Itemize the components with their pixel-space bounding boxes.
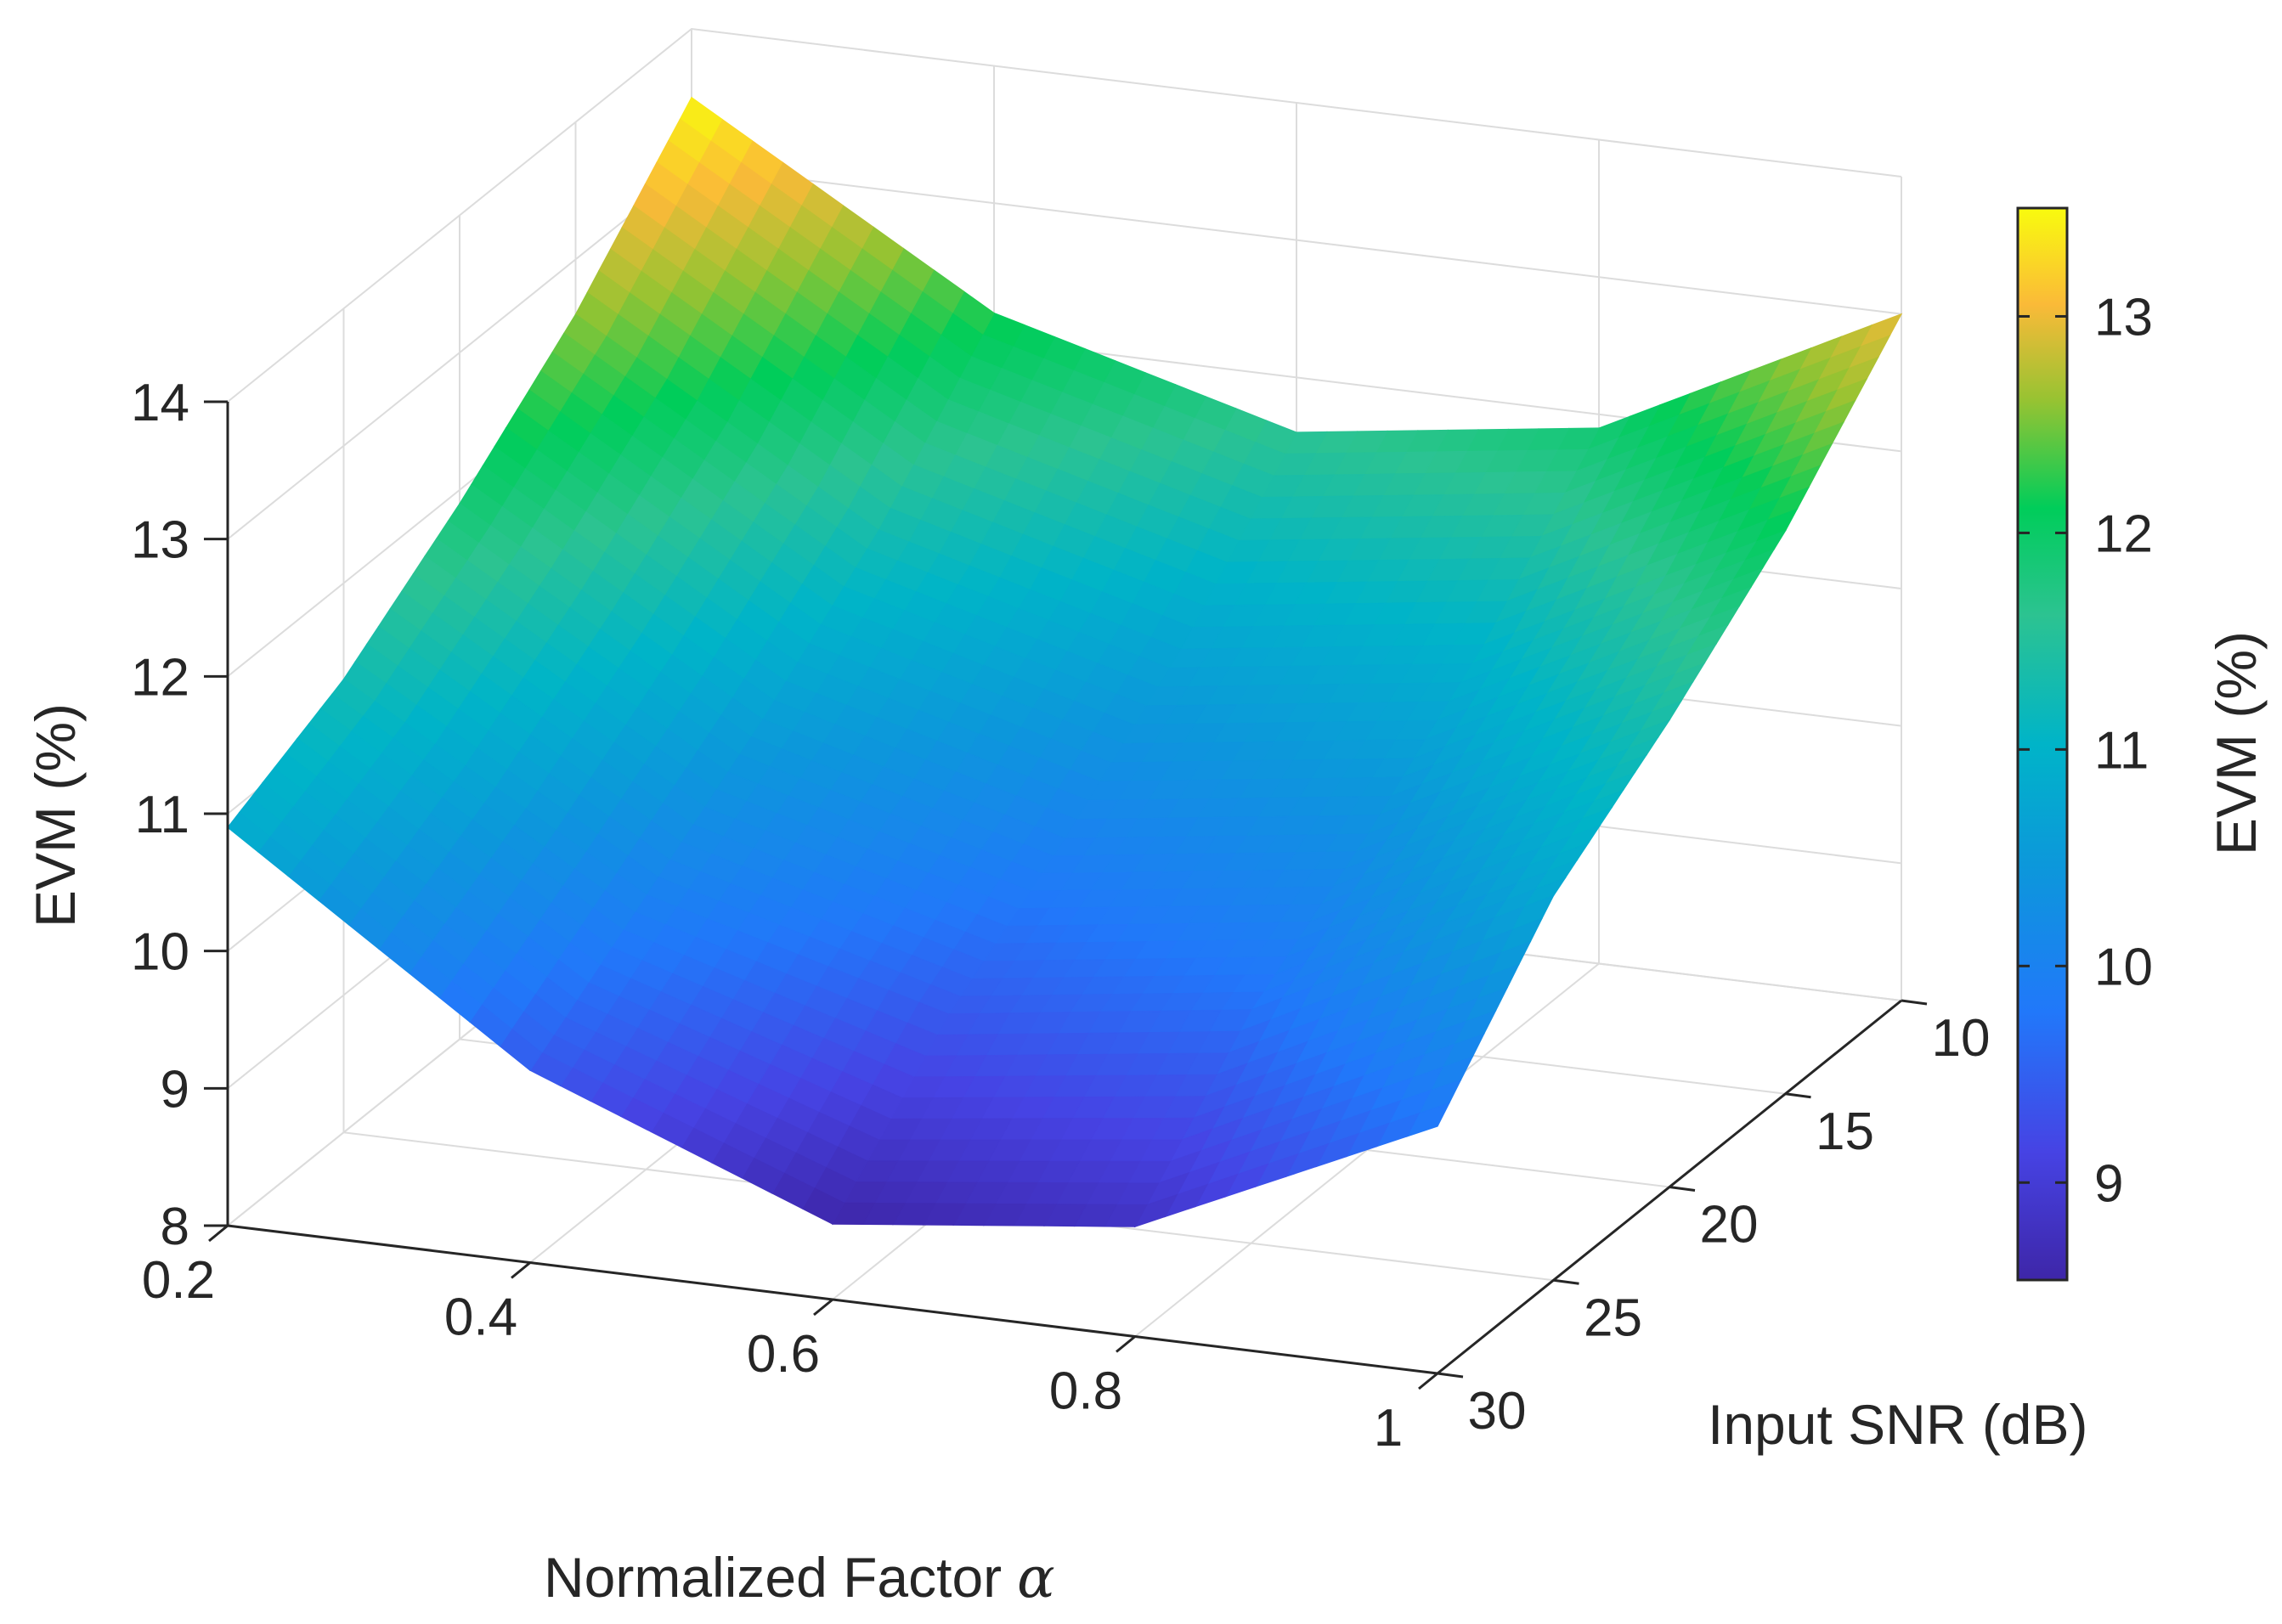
x-axis-title-text: Normalized Factor	[544, 1546, 1002, 1609]
surface-patch	[227, 811, 271, 853]
z-axis-title: EVM (%)	[24, 703, 87, 928]
x-tick-label: 0.2	[142, 1251, 215, 1310]
colorbar-scale	[2016, 206, 2069, 1282]
x-tick	[1116, 1335, 1136, 1353]
x-tick-label: 0.6	[747, 1325, 820, 1384]
y-tick-label: 15	[1816, 1102, 1874, 1161]
y-tick	[1785, 1092, 1811, 1099]
x-tick-label: 0.8	[1049, 1362, 1122, 1421]
z-tick-label: 14	[131, 374, 189, 432]
colorbar-title: EVM (%)	[2205, 631, 2268, 855]
colorbar-tick-label: 9	[2094, 1154, 2123, 1213]
y-tick-label: 20	[1700, 1196, 1759, 1255]
y-tick	[1553, 1278, 1579, 1285]
colorbar-ticks: 9 10 11 12 13	[2018, 288, 2153, 1213]
colorbar: 9 10 11 12 13	[2016, 206, 2153, 1282]
x-axis-title-symbol: α	[1017, 1545, 1055, 1610]
colorbar-tick-label: 10	[2094, 938, 2153, 996]
x-tick	[1418, 1372, 1438, 1390]
y-tick-label: 30	[1468, 1382, 1527, 1441]
z-tick-label: 13	[131, 511, 189, 570]
y-tick-label: 10	[1932, 1009, 1991, 1068]
colorbar-tick-label: 12	[2094, 505, 2153, 563]
z-tick-label: 9	[161, 1060, 189, 1119]
grid-line-z-6	[227, 27, 1902, 403]
x-tick	[208, 1224, 229, 1243]
colorbar-tick-label: 13	[2094, 288, 2153, 347]
colorbar-tick-label: 11	[2094, 721, 2149, 780]
z-tick-label: 10	[131, 923, 189, 982]
surface-plot	[227, 96, 1903, 1228]
x-tick-label: 1	[1374, 1399, 1403, 1458]
y-tick	[1901, 999, 1928, 1006]
x-tick	[511, 1261, 531, 1279]
x-tick	[813, 1298, 833, 1317]
z-tick-label: 11	[135, 786, 189, 844]
y-axis-title: Input SNR (dB)	[1708, 1393, 2088, 1456]
y-tick	[1669, 1186, 1696, 1192]
x-tick-label: 0.4	[444, 1288, 517, 1347]
z-tick-label: 12	[131, 648, 189, 707]
y-tick-label: 25	[1584, 1288, 1642, 1347]
y-tick	[1437, 1372, 1464, 1379]
x-axis-title: Normalized Factor α	[544, 1545, 1055, 1610]
tick-labels: 0.2 0.4 0.6 0.8 1 10 15 20 25 30 8 9 10 11 12 13 14	[131, 374, 1990, 1458]
z-tick-label: 8	[161, 1198, 189, 1256]
